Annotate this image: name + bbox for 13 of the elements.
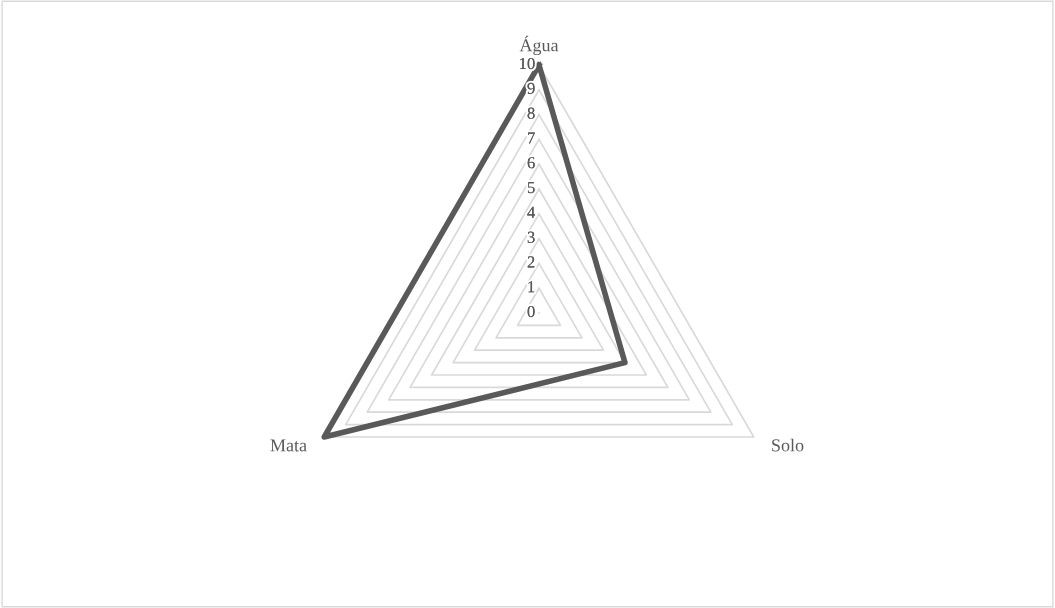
y-tick-label: 1 [528, 281, 535, 293]
y-tick-label: 4 [527, 206, 536, 218]
y-tick-label: 5 [527, 182, 535, 194]
y-tick-label: 7 [528, 132, 535, 144]
y-tick-label: 10 [520, 57, 535, 70]
y-tick-label: 2 [527, 256, 535, 268]
spoke-label: Mata [270, 439, 307, 452]
y-tick-label: 0 [527, 305, 535, 318]
y-tick-label: 3 [527, 231, 535, 243]
spoke-label: Solo [772, 438, 804, 452]
y-tick-label: 8 [527, 107, 535, 119]
spoke-label: Água [519, 35, 559, 56]
y-tick-label: 6 [527, 157, 535, 169]
